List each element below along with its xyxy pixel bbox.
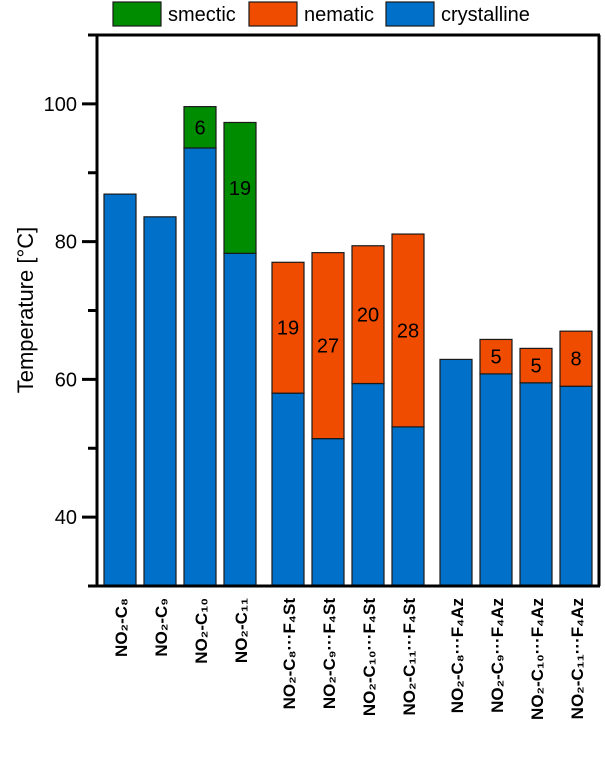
bar-crystalline bbox=[391, 426, 425, 587]
data-label-nematic: 27 bbox=[317, 336, 339, 358]
bar-crystalline bbox=[223, 252, 257, 587]
y-tick-label: 80 bbox=[55, 232, 77, 254]
bar-crystalline bbox=[103, 193, 137, 587]
y-tick-label: 100 bbox=[44, 94, 77, 116]
x-tick-label: NO₂-C₁₁···F₄St bbox=[400, 598, 419, 716]
bar-nematic bbox=[479, 338, 513, 375]
bar-crystalline bbox=[183, 147, 217, 587]
y-tick-label: 60 bbox=[55, 369, 77, 391]
legend: smectic nematic crystalline bbox=[112, 1, 530, 27]
x-tick-label: NO₂-C₁₀···F₄Az bbox=[528, 598, 547, 720]
x-tick-label: NO₂-C₁₀···F₄St bbox=[360, 598, 379, 716]
data-label-nematic: 8 bbox=[570, 349, 581, 371]
bar-crystalline bbox=[479, 373, 513, 587]
bar-nematic bbox=[271, 261, 305, 394]
data-label-smectic: 6 bbox=[194, 117, 205, 139]
y-axis-label: Temperature [°C] bbox=[13, 227, 38, 394]
data-label-nematic: 28 bbox=[397, 320, 419, 342]
legend-label-smectic: smectic bbox=[168, 4, 236, 26]
data-label-smectic: 19 bbox=[229, 178, 251, 200]
x-tick-label: NO₂-C₁₁···F₄Az bbox=[568, 598, 587, 719]
y-tick-label: 40 bbox=[55, 507, 77, 529]
bar-crystalline bbox=[271, 392, 305, 587]
bar-crystalline bbox=[351, 382, 385, 587]
x-tick-label: NO₂-C₉···F₄Az bbox=[488, 598, 507, 713]
x-tick-label: NO₂-C₉ bbox=[152, 598, 171, 657]
bar-smectic bbox=[223, 121, 257, 254]
legend-swatch-nematic bbox=[248, 1, 298, 27]
bar-nematic bbox=[519, 347, 553, 384]
data-label-nematic: 19 bbox=[277, 318, 299, 340]
x-tick-label: NO₂-C₈ bbox=[112, 598, 131, 657]
legend-swatch-smectic bbox=[112, 1, 162, 27]
x-tick-label: NO₂-C₈···F₄St bbox=[280, 598, 299, 710]
legend-label-nematic: nematic bbox=[304, 4, 374, 26]
x-tick-label: NO₂-C₁₁ bbox=[232, 598, 251, 663]
bar-crystalline bbox=[559, 385, 593, 587]
bar-crystalline bbox=[311, 438, 345, 587]
bar-nematic bbox=[559, 330, 593, 387]
axes: NO₂-C₈ NO₂-C₉ NO₂-C₁₀ NO₂-C₁₁ NO₂-C₈···F₄St N… bbox=[44, 33, 601, 720]
x-tick-label: NO₂-C₉···F₄St bbox=[320, 598, 339, 709]
bar-nematic bbox=[311, 252, 345, 440]
data-label-nematic: 20 bbox=[357, 305, 379, 327]
data-label-nematic: 5 bbox=[530, 356, 541, 378]
legend-label-crystalline: crystalline bbox=[441, 4, 530, 26]
x-tick-label: NO₂-C₁₀ bbox=[192, 598, 211, 664]
data-label-nematic: 5 bbox=[490, 347, 501, 369]
bar-crystalline bbox=[519, 382, 553, 587]
x-tick-label: NO₂-C₈···F₄Az bbox=[448, 598, 467, 713]
bar-nematic bbox=[351, 245, 385, 385]
bars: 6 19 19 27 20 28 5 5 8 bbox=[103, 106, 593, 587]
bar-nematic bbox=[391, 233, 425, 428]
bar-crystalline bbox=[439, 358, 473, 587]
legend-swatch-crystalline bbox=[385, 1, 435, 27]
bar-smectic bbox=[183, 106, 217, 149]
bar-crystalline bbox=[143, 216, 177, 587]
